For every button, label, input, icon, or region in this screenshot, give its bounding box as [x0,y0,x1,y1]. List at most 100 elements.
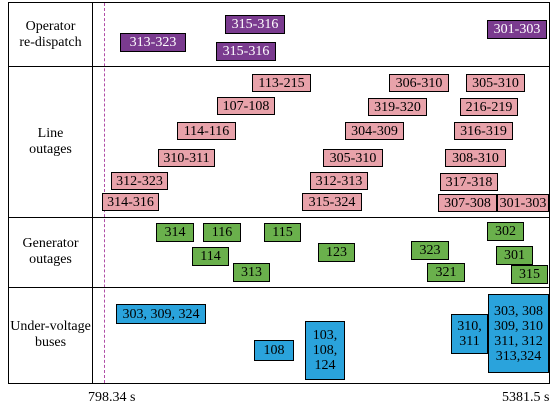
timeline-diagram: Operator re-dispatch Line outages Genera… [8,2,550,384]
generator-outage-event: 315 [511,265,548,284]
row-label-line: Generator [22,236,79,251]
redispatch-event: 301-303 [487,20,547,39]
line-outage-event: 314-316 [102,193,159,211]
event-label: 114-116 [183,123,230,139]
event-label: 306-310 [395,75,443,91]
generator-outage-event: 301 [496,246,533,265]
event-label: 315-316 [231,17,279,32]
event-label: 313,324 [495,348,542,364]
generator-outage-event: 321 [427,263,465,282]
event-label: 307-308 [444,195,491,211]
row-label-line: outages [29,252,72,267]
row-label-line: Operator [25,18,76,34]
event-label: 304-309 [351,123,398,139]
line-outage-event: 310-311 [158,149,215,167]
line-outage-event: 319-320 [368,98,427,116]
event-label: 312-313 [315,173,363,189]
event-label: 301-303 [493,22,541,37]
event-label: 315-316 [222,44,270,59]
event-label: 108 [263,343,285,358]
row-label-line: re-dispatch [19,34,82,50]
event-label: 316-319 [460,123,507,139]
under-voltage-event: 108 [254,340,294,361]
row-divider-generator-outages [9,287,549,288]
row-label-line: Under-voltage [10,319,91,334]
redispatch-event: 313-323 [120,33,186,52]
event-label: 312-323 [116,173,163,189]
row-label-under-voltage-buses: Under-voltage buses [9,287,92,383]
event-label: 108, [312,343,338,358]
generator-outage-event: 313 [233,263,270,282]
line-outage-event: 216-219 [460,98,518,116]
generator-outage-event: 114 [192,247,229,266]
line-outage-event: 301-303 [497,194,549,212]
start-time-label: 798.34 s [88,390,136,405]
event-label: 315 [519,267,540,282]
event-label: 310, [457,319,482,334]
event-label: 315-324 [308,194,356,210]
redispatch-event: 315-316 [225,15,285,34]
line-outage-event: 113-215 [252,74,311,92]
event-label: 116 [211,225,233,240]
event-label: 314 [164,225,186,240]
event-label: 216-219 [465,99,513,115]
event-label: 114 [200,249,221,264]
event-label: 301 [504,248,525,263]
event-label: 303, 308 [494,303,543,319]
event-label: 319-320 [374,99,421,115]
generator-outage-event: 115 [264,223,301,242]
generator-outage-event: 123 [318,243,355,262]
generator-outage-event: 314 [156,223,194,242]
line-outage-event: 305-310 [466,74,525,92]
row-label-line: outages [29,141,72,157]
under-voltage-event: 303, 308 309, 310 311, 312 313,324 [488,294,549,373]
row-label-operator-redispatch: Operator re-dispatch [9,3,92,66]
event-label: 313-323 [129,35,177,50]
event-label: 103, [312,328,338,343]
generator-outage-event: 323 [411,241,449,260]
event-label: 317-318 [445,174,493,190]
under-voltage-event: 103, 108, 124 [305,321,345,380]
event-label: 301-303 [499,195,547,211]
event-label: 323 [419,243,441,258]
event-label: 313 [241,265,262,280]
line-outage-event: 114-116 [177,122,236,140]
event-label: 107-108 [222,98,270,114]
line-outage-event: 107-108 [217,97,275,115]
event-label: 113-215 [258,75,305,91]
line-outage-event: 305-310 [323,149,383,167]
generator-outage-event: 302 [487,222,524,241]
row-label-generator-outages: Generator outages [9,217,92,287]
under-voltage-event: 303, 309, 324 [116,304,206,324]
event-label: 321 [435,265,457,280]
event-label: 305-310 [329,150,377,166]
under-voltage-event: 310, 311 [451,314,488,354]
event-label: 124 [314,358,336,373]
label-column-divider [92,3,93,383]
event-label: 305-310 [472,75,519,91]
line-outage-event: 316-319 [454,122,513,140]
generator-outage-event: 116 [203,223,241,242]
row-label-line: buses [34,335,67,350]
event-label: 310-311 [163,150,210,166]
event-label: 123 [326,245,347,260]
end-time-label: 5381.5 s [502,390,550,405]
event-label: 303, 309, 324 [122,306,200,322]
line-outage-event: 307-308 [438,194,497,212]
event-label: 302 [495,224,516,239]
redispatch-event: 315-316 [216,42,276,61]
line-outage-event: 312-323 [111,172,168,190]
line-outage-event: 308-310 [445,149,506,167]
event-label: 314-316 [107,194,154,210]
event-label: 311, 312 [494,333,543,349]
line-outage-event: 304-309 [345,122,404,140]
line-outage-event: 317-318 [440,173,498,191]
row-divider-redispatch [9,66,549,67]
line-outage-event: 312-313 [310,172,368,190]
event-label: 115 [272,225,293,240]
event-label: 308-310 [452,150,499,166]
line-outage-event: 306-310 [389,74,449,92]
row-label-line: Line [37,125,64,141]
event-label: 311 [459,334,480,349]
row-divider-line-outages [9,217,549,218]
